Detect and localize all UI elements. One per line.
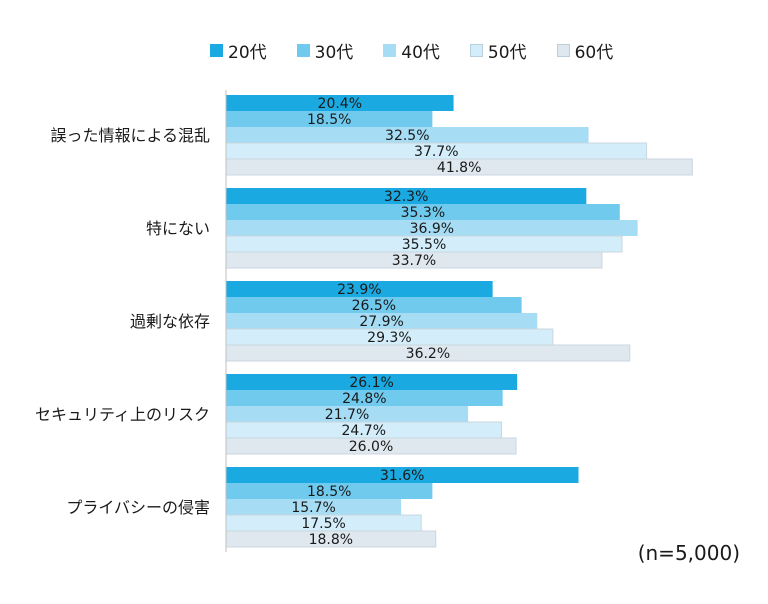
legend-label: 60代: [574, 43, 614, 63]
category-label: 過剰な依存: [130, 312, 210, 331]
data-label: 35.3%: [401, 205, 445, 221]
category-label: プライバシーの侵害: [66, 498, 210, 517]
data-label: 32.5%: [385, 128, 429, 144]
data-label: 35.5%: [402, 237, 446, 253]
data-label: 27.9%: [359, 314, 403, 330]
data-label: 37.7%: [414, 144, 458, 160]
legend-swatch: [296, 44, 310, 57]
bar: [226, 220, 638, 236]
bar: [226, 204, 620, 220]
data-label: 24.8%: [342, 391, 386, 407]
bar: [226, 374, 518, 390]
category-label: 特にない: [146, 219, 210, 238]
data-label: 26.0%: [349, 439, 393, 455]
bar: [226, 483, 433, 499]
bar: [226, 127, 589, 143]
bar: [226, 406, 469, 422]
legend-swatch: [556, 44, 570, 57]
data-label: 26.5%: [352, 298, 396, 314]
bar: [226, 297, 522, 313]
category-label: セキュリティ上のリスク: [35, 405, 210, 424]
bar: [226, 313, 538, 329]
bar: [226, 95, 454, 111]
legend-swatch: [383, 44, 397, 57]
legend-item: 50代: [469, 38, 527, 63]
legend-label: 20代: [228, 43, 267, 63]
legend-swatch: [469, 44, 483, 57]
legend-item: 40代: [383, 38, 440, 63]
data-label: 36.9%: [410, 221, 454, 237]
data-label: 26.1%: [349, 375, 393, 391]
data-label: 29.3%: [367, 330, 411, 346]
legend-item: 60代: [556, 38, 614, 63]
data-label: 18.5%: [307, 112, 351, 128]
bar: [226, 390, 503, 406]
data-label: 33.7%: [392, 253, 436, 269]
data-label: 36.2%: [406, 346, 450, 362]
legend-item: 20代: [210, 38, 267, 63]
bar: [226, 111, 433, 127]
data-label: 15.7%: [291, 500, 335, 516]
data-label: 23.9%: [337, 282, 381, 298]
bar: [226, 467, 579, 483]
data-label: 32.3%: [384, 189, 428, 205]
sample-size-note: (n=5,000): [637, 541, 740, 565]
bar: [226, 499, 402, 515]
data-label: 18.8%: [309, 532, 353, 548]
legend-label: 40代: [401, 43, 440, 63]
legend-label: 30代: [314, 43, 354, 63]
data-label: 41.8%: [437, 160, 481, 176]
data-label: 17.5%: [301, 516, 345, 532]
bar: [226, 281, 493, 297]
legend-item: 30代: [296, 38, 354, 63]
data-label: 20.4%: [318, 96, 362, 112]
bar: [226, 188, 587, 204]
category-label: 誤った情報による混乱: [50, 126, 210, 145]
legend: 20代 30代 40代 50代 60代: [210, 38, 613, 63]
legend-label: 50代: [487, 43, 527, 63]
data-label: 31.6%: [380, 468, 424, 484]
data-label: 18.5%: [307, 484, 351, 500]
legend-swatch: [210, 44, 223, 57]
data-label: 24.7%: [342, 423, 386, 439]
data-label: 21.7%: [325, 407, 369, 423]
